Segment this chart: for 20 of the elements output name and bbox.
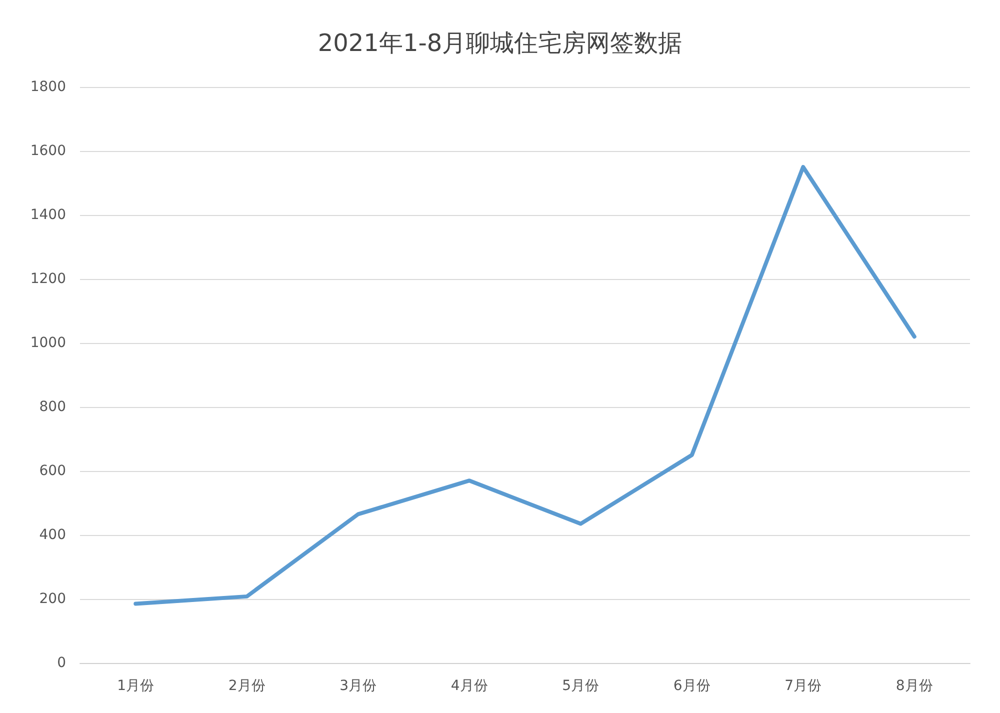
- y-tick-label: 1600: [30, 143, 66, 159]
- y-tick-label: 1000: [30, 335, 66, 351]
- y-tick-label: 1400: [30, 207, 66, 223]
- y-tick-label: 800: [39, 399, 66, 415]
- x-tick-label: 2月份: [228, 678, 266, 694]
- y-tick-label: 1800: [30, 79, 66, 95]
- x-tick-label: 7月份: [784, 678, 822, 694]
- x-tick-label: 6月份: [673, 678, 710, 694]
- y-tick-label: 600: [39, 463, 66, 479]
- y-tick-label: 0: [57, 655, 66, 671]
- x-tick-label: 8月份: [896, 678, 933, 694]
- y-tick-label: 400: [39, 527, 66, 543]
- x-tick-label: 3月份: [340, 678, 377, 694]
- y-tick-label: 200: [39, 591, 66, 607]
- x-tick-label: 4月份: [450, 678, 488, 694]
- x-tick-label: 1月份: [117, 678, 154, 694]
- line-series: [134, 165, 916, 606]
- chart-title: 2021年1-8月聊城住宅房网签数据: [318, 29, 682, 57]
- x-tick-label: 5月份: [562, 678, 600, 694]
- y-tick-label: 1200: [30, 271, 66, 287]
